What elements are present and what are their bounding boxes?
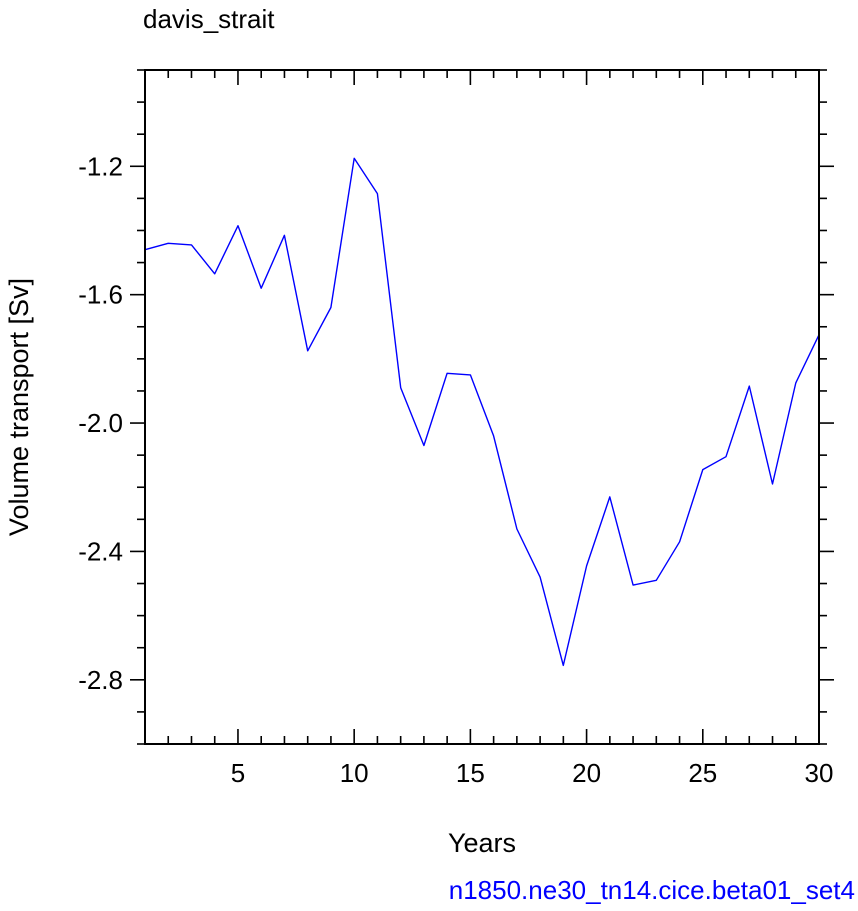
y-tick-label: -2.8 <box>78 665 123 695</box>
y-tick-label: -2.4 <box>78 536 123 566</box>
x-tick-label: 5 <box>231 758 245 788</box>
x-tick-label: 20 <box>572 758 601 788</box>
x-tick-label: 15 <box>456 758 485 788</box>
axis-ticks <box>130 69 834 745</box>
x-tick-label: 30 <box>805 758 834 788</box>
series-line <box>144 157 820 667</box>
y-tick-label: -1.2 <box>78 151 123 181</box>
plot-frame <box>144 69 820 745</box>
x-tick-labels: 5 10 15 20 25 30 <box>231 758 834 788</box>
x-tick-label: 10 <box>340 758 369 788</box>
x-axis-label: Years <box>448 828 516 858</box>
y-tick-label: -2.0 <box>78 408 123 438</box>
y-tick-labels: -2.8 -2.4 -2.0 -1.6 -1.2 <box>78 151 123 695</box>
case-annotation: n1850.ne30_tn14.cice.beta01_set4 <box>449 875 855 905</box>
x-tick-label: 25 <box>688 758 717 788</box>
y-tick-label: -1.6 <box>78 280 123 310</box>
chart-title: davis_strait <box>143 4 275 34</box>
y-axis-label: Volume transport [Sv] <box>4 278 34 536</box>
